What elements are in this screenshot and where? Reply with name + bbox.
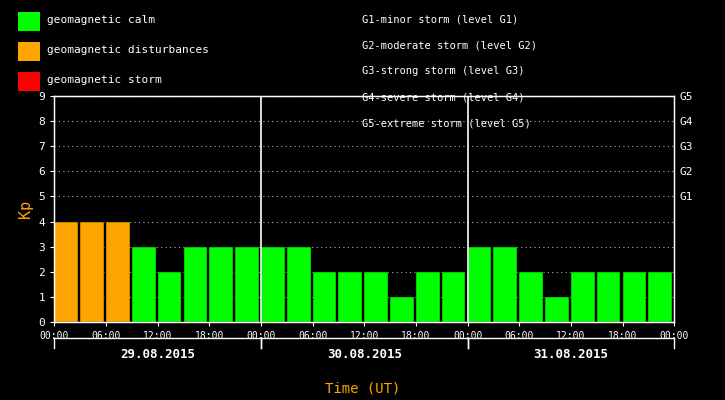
Bar [571, 272, 594, 322]
Bar [287, 247, 310, 322]
Text: geomagnetic disturbances: geomagnetic disturbances [47, 45, 209, 55]
Bar [54, 222, 78, 322]
Y-axis label: Kp: Kp [18, 200, 33, 218]
Bar [132, 247, 156, 322]
Text: G3-strong storm (level G3): G3-strong storm (level G3) [362, 66, 525, 76]
Text: G1-minor storm (level G1): G1-minor storm (level G1) [362, 14, 519, 24]
Text: G2-moderate storm (level G2): G2-moderate storm (level G2) [362, 40, 537, 50]
Bar [648, 272, 672, 322]
Text: geomagnetic calm: geomagnetic calm [47, 15, 155, 25]
Text: G4-severe storm (level G4): G4-severe storm (level G4) [362, 92, 525, 102]
Bar [80, 222, 104, 322]
Text: 30.08.2015: 30.08.2015 [327, 348, 402, 360]
Text: geomagnetic storm: geomagnetic storm [47, 75, 162, 85]
Bar [157, 272, 181, 322]
Bar [468, 247, 492, 322]
Bar [364, 272, 388, 322]
Text: G5-extreme storm (level G5): G5-extreme storm (level G5) [362, 118, 531, 128]
Text: 29.08.2015: 29.08.2015 [120, 348, 195, 360]
Bar [312, 272, 336, 322]
Bar [106, 222, 130, 322]
Bar [390, 297, 414, 322]
Bar [519, 272, 543, 322]
Text: 31.08.2015: 31.08.2015 [534, 348, 608, 360]
Bar [235, 247, 259, 322]
Bar [261, 247, 285, 322]
Bar [545, 297, 569, 322]
Bar [210, 247, 233, 322]
Bar [597, 272, 621, 322]
Bar [416, 272, 439, 322]
Bar [183, 247, 207, 322]
Bar [339, 272, 362, 322]
Bar [494, 247, 517, 322]
Text: Time (UT): Time (UT) [325, 381, 400, 395]
Bar [442, 272, 465, 322]
Bar [623, 272, 646, 322]
